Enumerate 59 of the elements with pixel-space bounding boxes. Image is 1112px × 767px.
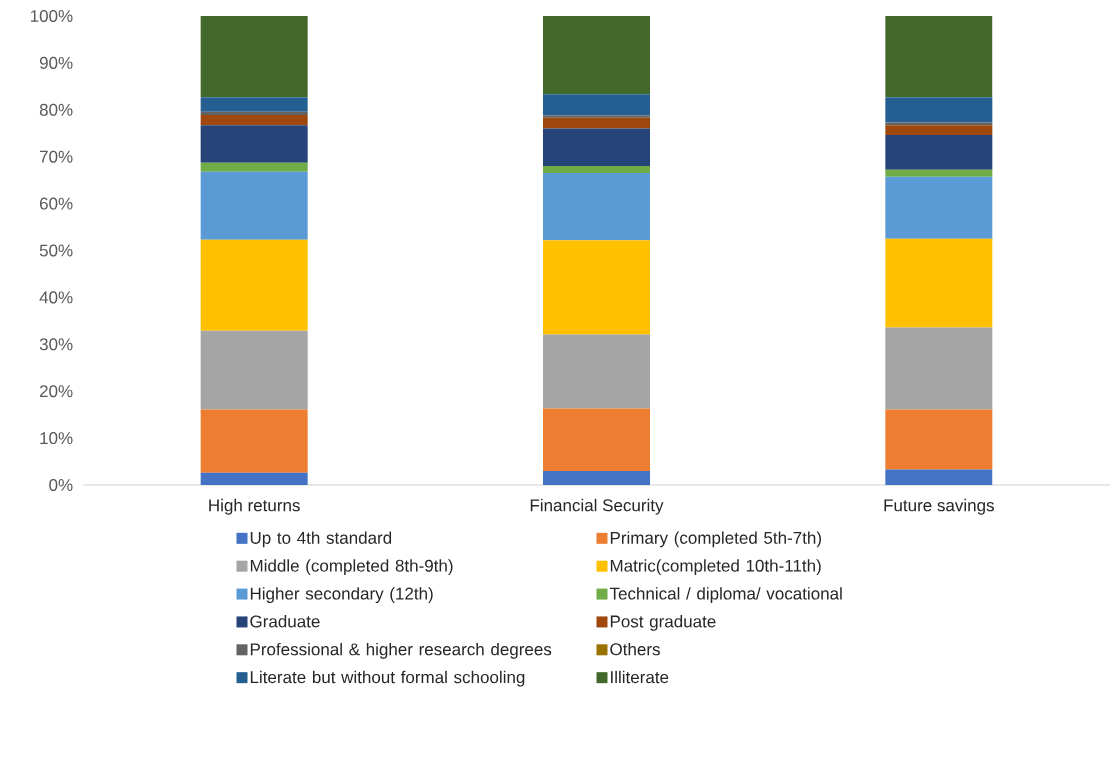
bar: [543, 173, 650, 241]
bar: [543, 470, 650, 485]
bar: [885, 135, 993, 170]
bar: [200, 111, 308, 115]
legend-label: Post graduate: [610, 615, 716, 631]
bar: [543, 240, 650, 335]
x-tick-label: Future savings: [884, 498, 994, 515]
y-tick-label: 70%: [39, 150, 73, 163]
bar: [543, 128, 650, 167]
y-tick-label: 90%: [39, 56, 73, 69]
bar: [885, 97, 993, 123]
bar: [543, 334, 650, 409]
bar: [200, 171, 308, 240]
bar: [200, 472, 308, 485]
legend-label: Literate but without formal schooling: [250, 670, 525, 687]
bar: [885, 15, 993, 98]
bar: [200, 239, 308, 331]
y-tick-label: 20%: [39, 385, 73, 398]
bar: [200, 97, 308, 112]
bar: [543, 117, 650, 129]
y-tick-label: 80%: [39, 103, 73, 116]
legend-label: Illiterate: [611, 670, 669, 684]
legend-label: Technical / diploma/ vocational: [609, 587, 842, 603]
bar: [200, 15, 308, 98]
bar: [885, 169, 993, 177]
legend-label: Primary (completed 5th-7th): [610, 531, 821, 548]
legend-label: Up to 4th standard: [250, 531, 392, 548]
bar: [885, 469, 993, 485]
bar: [543, 408, 650, 471]
bar: [200, 409, 308, 473]
bar: [543, 94, 650, 116]
x-tick-label: Financial Security: [530, 498, 664, 515]
y-tick-label: 60%: [39, 197, 73, 210]
bar: [543, 15, 650, 95]
y-tick-label: 40%: [39, 291, 73, 304]
y-tick-label: 30%: [39, 338, 73, 351]
bar: [543, 115, 650, 118]
bar: [200, 330, 308, 410]
bar: [543, 166, 650, 174]
bar: [200, 125, 308, 163]
legend-label: Others: [610, 642, 660, 656]
legend-label: Professional & higher research degrees: [250, 642, 552, 659]
x-tick-label: High returns: [209, 498, 300, 515]
legend-label: Middle (completed 8th-9th): [250, 559, 453, 576]
bar: [885, 409, 993, 470]
bar: [200, 162, 308, 172]
y-tick-label: 100%: [30, 9, 73, 23]
bar: [885, 122, 993, 126]
bar: [885, 327, 993, 410]
bar: [885, 238, 993, 328]
legend-label: Higher secondary (12th): [250, 587, 433, 603]
y-tick-label: 0%: [49, 478, 73, 492]
bar: [885, 176, 993, 239]
bar: [885, 125, 993, 136]
legend-label: Graduate: [250, 615, 320, 628]
bar: [200, 114, 308, 126]
legend-label: Matric(completed 10th-11th): [610, 559, 821, 576]
y-tick-label: 10%: [40, 432, 73, 445]
y-tick-label: 50%: [39, 244, 73, 257]
